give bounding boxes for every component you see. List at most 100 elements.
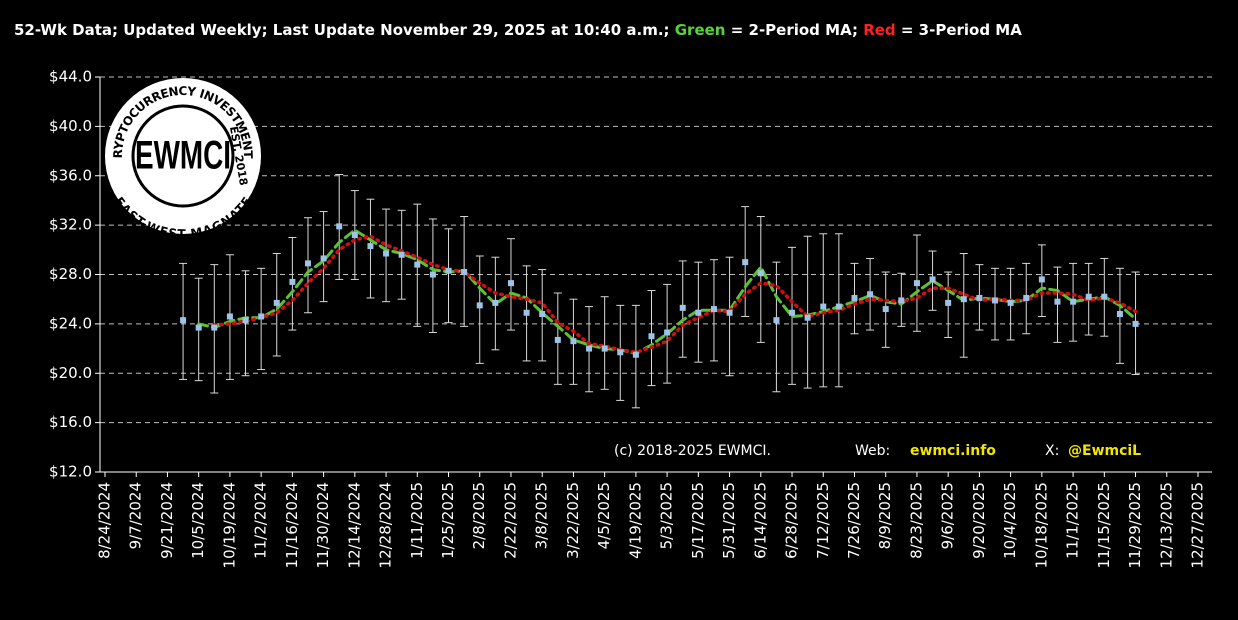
marker <box>617 349 624 356</box>
chart-title: 52-Wk Data; Updated Weekly; Last Update … <box>14 21 1022 39</box>
marker <box>383 250 390 257</box>
x-tick-label: 10/4/2025 <box>1001 482 1019 559</box>
logo-disc <box>105 78 261 234</box>
marker <box>1007 299 1014 306</box>
title-red: Red <box>863 21 895 39</box>
x-tick-label: 9/6/2025 <box>939 482 957 549</box>
marker <box>945 299 952 306</box>
x-tick-label: 12/13/2025 <box>1157 482 1175 568</box>
marker <box>742 259 749 266</box>
footer-web-label: Web: <box>855 443 890 459</box>
x-tick-label: 12/28/2024 <box>377 482 395 568</box>
marker <box>1023 294 1030 301</box>
y-tick-label: $32.0 <box>49 216 92 234</box>
marker <box>898 297 905 304</box>
marker <box>835 303 842 310</box>
x-tick-label: 11/1/2025 <box>1064 482 1082 559</box>
x-tick-label: 2/22/2025 <box>501 482 519 559</box>
x-tick-label: 7/26/2025 <box>845 482 863 559</box>
logo-ring <box>131 104 235 208</box>
marker <box>1116 311 1123 317</box>
x-tick-label: 3/8/2025 <box>533 482 551 549</box>
marker <box>180 317 187 324</box>
x-tick-label: 10/5/2024 <box>189 482 207 559</box>
x-tick-label: 9/21/2024 <box>158 482 176 559</box>
x-tick-label: 10/18/2025 <box>1032 482 1050 568</box>
marker <box>664 329 671 336</box>
marker <box>523 309 530 316</box>
title-text: = 2-Period MA; <box>726 21 864 39</box>
x-tick-label: 11/30/2024 <box>314 482 332 568</box>
footer-x: @EwmciL <box>1068 443 1141 459</box>
x-tick-label: 11/29/2025 <box>1126 482 1144 568</box>
marker <box>1070 298 1077 305</box>
y-tick-label: $28.0 <box>49 265 92 283</box>
x-tick-label: 10/19/2024 <box>220 482 238 568</box>
marker <box>992 297 999 304</box>
marker <box>367 243 374 250</box>
marker <box>398 251 405 258</box>
marker <box>601 345 608 352</box>
marker <box>242 317 249 324</box>
x-tick-label: 3/22/2025 <box>564 482 582 559</box>
marker <box>461 269 468 276</box>
x-tick-label: 11/15/2025 <box>1095 482 1113 568</box>
marker <box>773 317 780 324</box>
marker <box>789 309 796 316</box>
marker <box>539 311 546 317</box>
marker <box>1085 293 1092 300</box>
x-tick-label: 11/2/2024 <box>252 482 270 559</box>
x-tick-label: 4/19/2025 <box>626 482 644 559</box>
marker <box>695 309 702 316</box>
footer-x-label: X: <box>1045 443 1059 459</box>
x-tick-label: 9/20/2025 <box>970 482 988 559</box>
marker <box>726 309 733 316</box>
y-tick-label: $36.0 <box>49 166 92 184</box>
x-tick-label: 11/16/2024 <box>283 482 301 568</box>
x-tick-label: 1/25/2025 <box>439 482 457 559</box>
marker <box>929 276 936 283</box>
marker <box>414 261 421 268</box>
marker <box>882 306 889 313</box>
x-tick-label: 7/12/2025 <box>814 482 832 559</box>
marker <box>304 260 311 267</box>
marker <box>258 313 265 320</box>
x-tick-label: 5/17/2025 <box>689 482 707 559</box>
footer-web: ewmci.info <box>910 443 996 459</box>
marker <box>820 303 827 310</box>
marker <box>757 270 764 277</box>
marker <box>289 278 296 285</box>
marker <box>570 338 577 345</box>
x-tick-label: 8/24/2024 <box>96 482 114 559</box>
marker <box>336 223 343 230</box>
ma-line <box>212 234 1138 355</box>
marker <box>351 232 358 238</box>
marker <box>710 306 717 313</box>
y-tick-label: $12.0 <box>49 463 92 481</box>
x-tick-label: 2/8/2025 <box>470 482 488 549</box>
logo-center: EWMCI <box>135 134 231 178</box>
title-text: = 3-Period MA <box>896 21 1023 39</box>
title-green: Green <box>675 21 726 39</box>
x-tick-label: 6/14/2025 <box>751 482 769 559</box>
marker <box>1101 293 1108 300</box>
title-text: 52-Wk Data; Updated Weekly; Last Update … <box>14 21 675 39</box>
footer-copyright: (c) 2018-2025 EWMCI. <box>614 443 771 459</box>
marker <box>226 313 233 320</box>
x-tick-label: 12/14/2024 <box>345 482 363 568</box>
x-tick-label: 8/9/2025 <box>876 482 894 549</box>
marker <box>554 336 561 343</box>
marker <box>492 299 499 306</box>
marker <box>445 267 452 274</box>
x-tick-label: 5/3/2025 <box>658 482 676 549</box>
marker <box>476 302 483 309</box>
x-tick-label: 6/28/2025 <box>783 482 801 559</box>
marker <box>960 296 967 303</box>
x-tick-label: 1/11/2025 <box>408 482 426 559</box>
marker <box>851 294 858 301</box>
x-tick-label: 9/7/2024 <box>127 482 145 549</box>
marker <box>679 304 686 311</box>
marker <box>273 299 280 306</box>
